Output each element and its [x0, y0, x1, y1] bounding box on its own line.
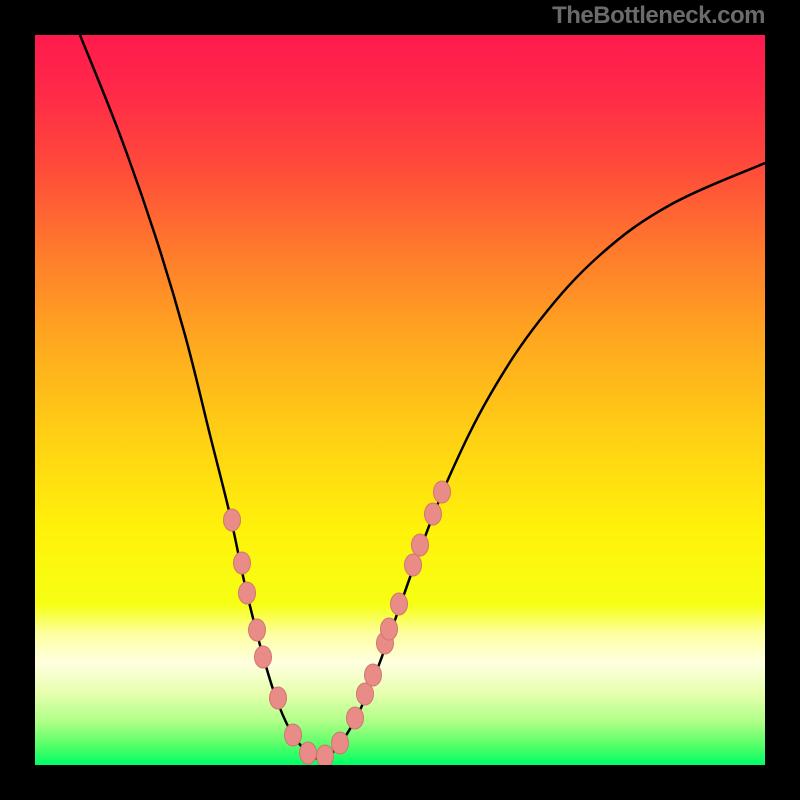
data-marker: [300, 742, 317, 764]
data-marker: [412, 534, 429, 556]
data-marker: [255, 646, 272, 668]
curve-layer: [35, 35, 765, 765]
data-marker: [347, 707, 364, 729]
data-marker: [405, 554, 422, 576]
data-marker: [239, 582, 256, 604]
bottleneck-curve: [80, 35, 765, 759]
data-markers: [224, 481, 451, 765]
data-marker: [317, 745, 334, 765]
plot-area: [35, 35, 765, 765]
data-marker: [332, 732, 349, 754]
data-marker: [425, 503, 442, 525]
data-marker: [249, 619, 266, 641]
data-marker: [224, 509, 241, 531]
data-marker: [365, 664, 382, 686]
data-marker: [381, 618, 398, 640]
data-marker: [285, 724, 302, 746]
data-marker: [391, 593, 408, 615]
watermark-text: TheBottleneck.com: [552, 2, 765, 30]
outer-frame: TheBottleneck.com: [0, 0, 800, 800]
data-marker: [434, 481, 451, 503]
data-marker: [270, 687, 287, 709]
data-marker: [234, 552, 251, 574]
data-marker: [357, 683, 374, 705]
